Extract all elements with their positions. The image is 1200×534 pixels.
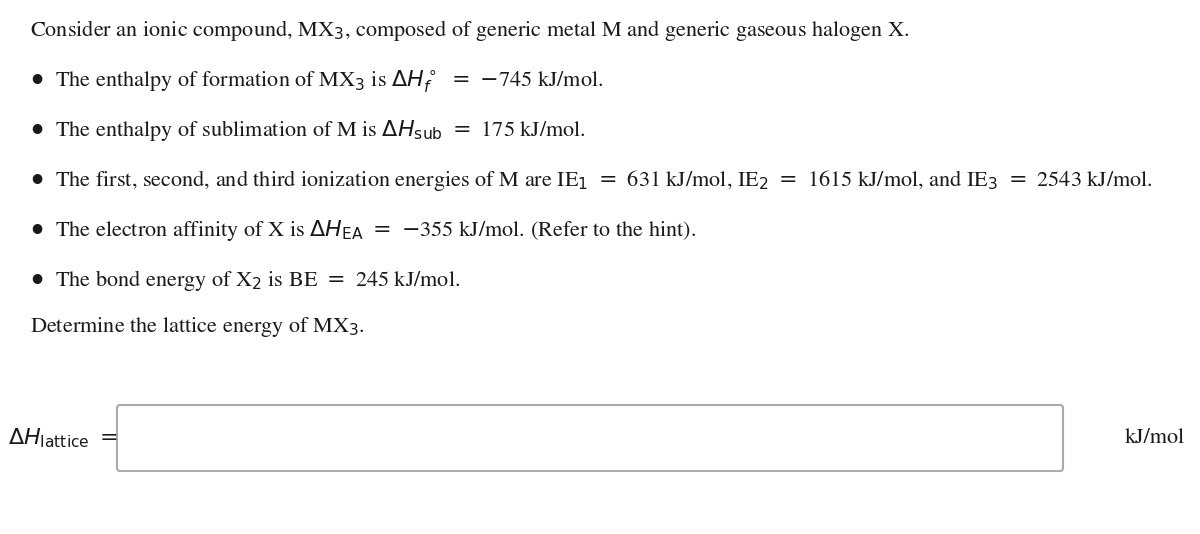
Text: The enthalpy of formation of MX$_3$ is $\Delta H^\circ_f$ $=$ $-$745 kJ/mol.: The enthalpy of formation of MX$_3$ is $…	[55, 68, 604, 95]
Text: The enthalpy of sublimation of M is $\Delta H_{\mathrm{sub}}$ $=$ 175 kJ/mol.: The enthalpy of sublimation of M is $\De…	[55, 118, 586, 143]
Text: The electron affinity of X is $\Delta H_{\mathrm{EA}}$ $=$ $-$355 kJ/mol. (Refer: The electron affinity of X is $\Delta H_…	[55, 218, 696, 243]
FancyBboxPatch shape	[118, 405, 1063, 471]
Text: Determine the lattice energy of MX$_3$.: Determine the lattice energy of MX$_3$.	[30, 315, 365, 339]
Text: •: •	[30, 118, 43, 142]
Text: $\Delta H_{\mathrm{lattice}}$ $=$: $\Delta H_{\mathrm{lattice}}$ $=$	[8, 426, 118, 450]
Text: •: •	[30, 268, 43, 292]
Text: •: •	[30, 168, 43, 192]
Text: •: •	[30, 218, 43, 242]
Text: The bond energy of X$_2$ is BE $=$ 245 kJ/mol.: The bond energy of X$_2$ is BE $=$ 245 k…	[55, 268, 461, 293]
Text: Consider an ionic compound, MX$_3$, composed of generic metal M and generic gase: Consider an ionic compound, MX$_3$, comp…	[30, 18, 910, 43]
Text: •: •	[30, 68, 43, 92]
Text: kJ/mol: kJ/mol	[1124, 428, 1186, 448]
Text: The first, second, and third ionization energies of M are IE$_1$ $=$ 631 kJ/mol,: The first, second, and third ionization …	[55, 168, 1153, 193]
